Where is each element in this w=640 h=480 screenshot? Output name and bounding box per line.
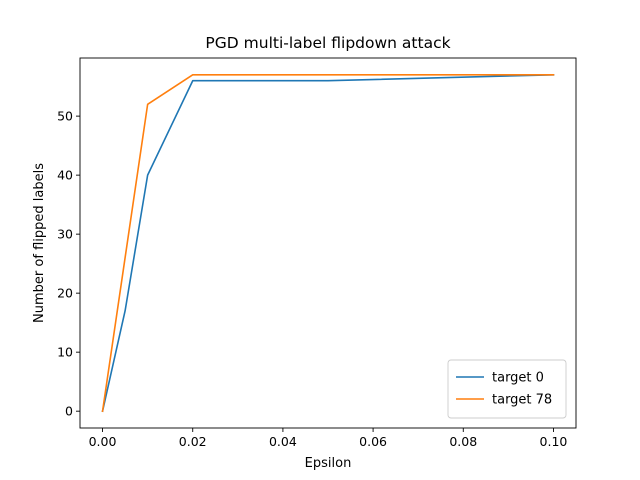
y-tick-label: 20 — [57, 286, 73, 301]
x-tick-label: 0.06 — [359, 434, 387, 449]
legend-box — [447, 359, 567, 419]
x-axis-label: Epsilon — [305, 456, 352, 471]
series-line-1 — [101, 73, 555, 413]
x-tick-label: 0.08 — [449, 434, 477, 449]
y-tick-label: 0 — [65, 404, 73, 419]
legend-label-1: target 0 — [492, 371, 544, 386]
legend-label-2: target 78 — [492, 393, 552, 408]
series-line-2 — [101, 74, 555, 413]
legend: target 0 target 78 — [447, 359, 567, 419]
y-axis-ticks: 0 10 20 30 40 50 — [57, 109, 80, 419]
x-tick-label: 0.00 — [89, 434, 117, 449]
series-layer — [101, 73, 555, 413]
y-tick-label: 10 — [57, 345, 73, 360]
chart-title: PGD multi-label flipdown attack — [205, 34, 450, 52]
x-tick-label: 0.10 — [540, 434, 568, 449]
y-tick-label: 40 — [57, 168, 73, 183]
y-axis-label: Number of flipped labels — [32, 163, 47, 323]
x-tick-label: 0.02 — [179, 434, 207, 449]
y-tick-label: 30 — [57, 227, 73, 242]
axes-frame — [79, 57, 577, 429]
y-tick-label: 50 — [57, 109, 73, 124]
x-tick-label: 0.04 — [269, 434, 297, 449]
x-axis-ticks: 0.00 0.02 0.04 0.06 0.08 0.10 — [89, 428, 568, 449]
plot-area — [79, 57, 577, 429]
